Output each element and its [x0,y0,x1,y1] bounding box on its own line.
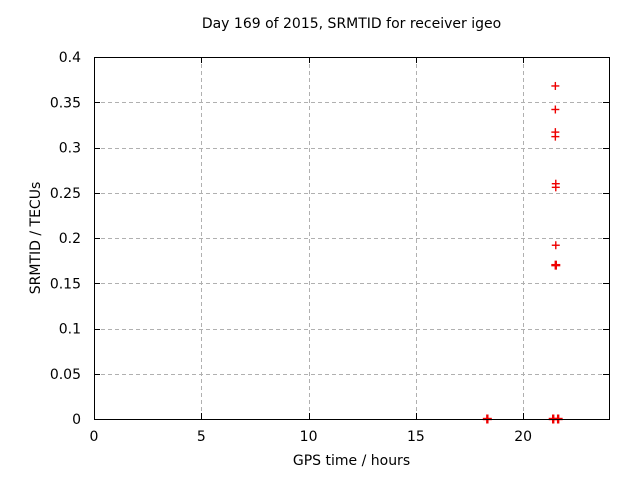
x-tick-label: 15 [407,429,425,445]
y-tick-label: 0.3 [59,141,81,157]
y-tick-label: 0.35 [50,95,81,111]
chart-title: Day 169 of 2015, SRMTID for receiver ige… [201,16,502,32]
y-tick-label: 0.2 [59,231,81,247]
x-tick-label: 0 [90,429,99,445]
x-tick-label: 5 [197,429,206,445]
x-tick-label: 20 [514,429,532,445]
y-tick-label: 0.1 [59,322,81,338]
x-axis-label: GPS time / hours [292,453,411,469]
y-tick-label: 0.4 [59,50,81,66]
y-tick-label: 0.15 [50,276,81,292]
y-tick-label: 0.25 [50,186,81,202]
y-tick-label: 0 [72,412,81,428]
x-tick-label: 10 [300,429,318,445]
y-tick-label: 0.05 [50,367,81,383]
